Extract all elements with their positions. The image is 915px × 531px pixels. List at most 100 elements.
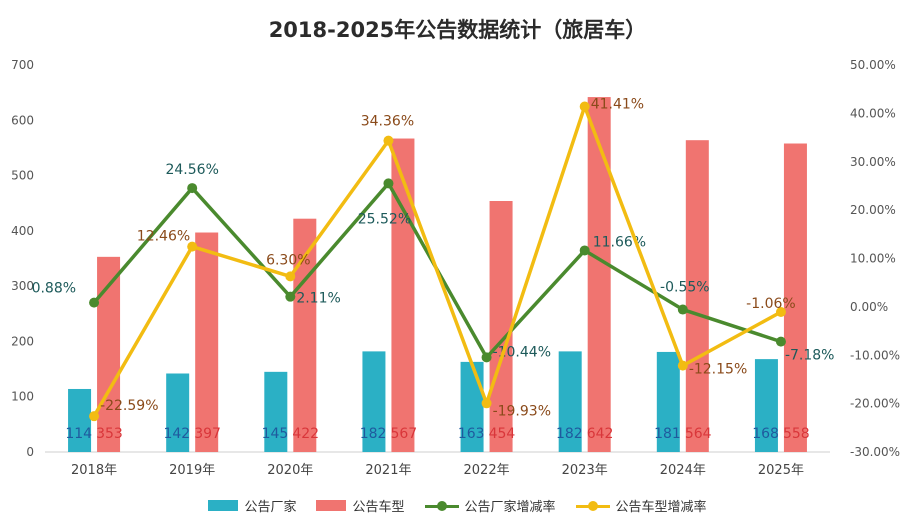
y-right-tick-label: 10.00% — [850, 252, 896, 266]
line-value-label: -1.06% — [746, 296, 796, 312]
bar-value-label: 114 — [65, 426, 92, 442]
line-value-label: -0.55% — [660, 280, 710, 296]
x-tick-label: 2019年 — [169, 463, 215, 478]
y-left-tick-label: 200 — [11, 334, 34, 348]
x-tick-label: 2024年 — [660, 463, 706, 478]
legend-swatch-factory — [208, 500, 239, 511]
line-value-label: 34.36% — [361, 114, 414, 130]
line-point — [677, 360, 688, 371]
y-left-tick-label: 100 — [11, 390, 34, 404]
legend-item-factory[interactable]: 公告厂家 — [208, 496, 296, 515]
bar-value-label: 642 — [587, 426, 614, 442]
line-value-label: 2.11% — [296, 291, 340, 307]
y-left-tick-label: 0 — [26, 445, 34, 459]
line-value-label: -19.93% — [493, 403, 551, 419]
bar-value-label: 182 — [556, 426, 583, 442]
bar-value-label: 567 — [390, 426, 417, 442]
y-right-tick-label: 50.00% — [850, 58, 896, 72]
bar — [783, 143, 807, 452]
y-left-tick-label: 300 — [11, 279, 34, 293]
line-value-label: 6.30% — [266, 252, 310, 268]
x-tick-label: 2020年 — [267, 463, 313, 478]
bar — [264, 371, 288, 452]
chart-legend: 公告厂家 公告车型 公告厂家增减率 公告车型增减率 — [0, 496, 915, 515]
bar-value-label: 182 — [360, 426, 387, 442]
bar — [489, 201, 513, 452]
x-tick-label: 2021年 — [365, 463, 411, 478]
y-right-tick-label: 30.00% — [850, 155, 896, 169]
legend-swatch-model — [316, 500, 347, 511]
bar-value-label: 422 — [292, 426, 319, 442]
bar — [558, 351, 582, 452]
line-point — [89, 297, 100, 308]
line-point — [383, 135, 394, 146]
line-point — [579, 101, 590, 112]
x-tick-label: 2023年 — [562, 463, 608, 478]
line-value-label: 11.66% — [593, 234, 646, 250]
legend-label-factory-rate: 公告厂家增减率 — [464, 500, 556, 515]
chart-title: 2018-2025年公告数据统计（旅居车） — [268, 18, 647, 42]
line-point — [187, 241, 198, 252]
line-point — [579, 245, 590, 256]
bar — [754, 359, 778, 452]
y-right-tick-label: 20.00% — [850, 203, 896, 217]
legend-label-model-rate: 公告车型增减率 — [615, 500, 707, 515]
legend-label-factory: 公告厂家 — [244, 500, 297, 515]
bar — [68, 388, 92, 452]
bar-value-label: 181 — [654, 426, 681, 442]
line-value-label: 0.88% — [32, 281, 76, 297]
line-value-label: 24.56% — [165, 162, 218, 178]
line-value-label: -12.15% — [689, 362, 747, 378]
bar-value-label: 564 — [685, 426, 712, 442]
bar — [293, 218, 317, 452]
line-point — [383, 178, 394, 189]
x-tick-label: 2018年 — [71, 463, 117, 478]
line-value-label: 12.46% — [137, 229, 190, 245]
bar — [195, 232, 219, 452]
line-point — [285, 291, 296, 302]
bar-value-label: 353 — [96, 426, 123, 442]
line-value-label: 41.41% — [591, 97, 644, 113]
legend-item-model-rate[interactable]: 公告车型增减率 — [575, 496, 707, 515]
line-point — [89, 411, 100, 422]
series-line — [92, 104, 782, 418]
y-left-tick-label: 700 — [11, 58, 34, 72]
bar — [685, 140, 709, 452]
line-point — [775, 307, 786, 318]
bar-value-label: 558 — [783, 426, 810, 442]
bar — [587, 97, 611, 453]
bar-value-label: 454 — [489, 426, 516, 442]
bar-value-label: 163 — [458, 426, 485, 442]
legend-label-model: 公告车型 — [352, 500, 405, 515]
bar — [656, 351, 680, 452]
bar — [362, 351, 386, 452]
line-point — [481, 398, 492, 409]
line-value-label: -7.18% — [785, 348, 835, 364]
y-right-tick-label: 40.00% — [850, 106, 896, 120]
bar-value-label: 142 — [163, 426, 190, 442]
bar — [391, 138, 415, 452]
y-left-tick-label: 500 — [11, 169, 34, 183]
line-point — [775, 336, 786, 347]
y-right-tick-label: -10.00% — [850, 348, 900, 362]
bar-value-label: 168 — [752, 426, 779, 442]
line-value-label: -22.59% — [100, 398, 158, 414]
line-point — [481, 352, 492, 363]
line-point — [285, 271, 296, 282]
line-value-label: -10.44% — [493, 344, 551, 360]
legend-swatch-factory-rate — [424, 500, 459, 512]
line-point — [677, 304, 688, 315]
y-left-tick-label: 400 — [11, 224, 34, 238]
y-left-tick-label: 600 — [11, 113, 34, 127]
bar-value-label: 397 — [194, 426, 221, 442]
line-value-label: 25.52% — [358, 211, 411, 227]
bar-value-label: 145 — [262, 426, 289, 442]
y-right-tick-label: 0.00% — [850, 300, 888, 314]
x-tick-label: 2022年 — [464, 463, 510, 478]
legend-item-factory-rate[interactable]: 公告厂家增减率 — [424, 496, 556, 515]
legend-swatch-model-rate — [575, 500, 610, 512]
legend-item-model[interactable]: 公告车型 — [316, 496, 405, 515]
y-right-tick-label: -20.00% — [850, 397, 900, 411]
